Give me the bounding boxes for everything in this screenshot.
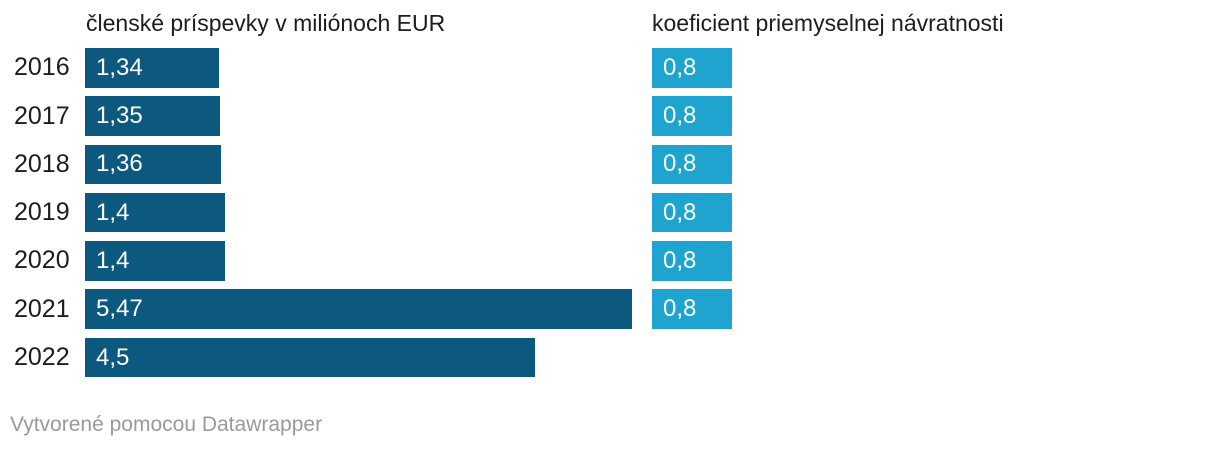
year-label: 2021	[14, 294, 70, 323]
contribution-bar: 1,36	[85, 144, 221, 185]
year-label: 2019	[14, 198, 70, 227]
year-label: 2017	[14, 101, 70, 130]
bar-value-label: 0,8	[663, 102, 697, 130]
year-label: 2020	[14, 246, 70, 275]
bar-value-label: 5,47	[96, 295, 143, 323]
bar-value-label: 0,8	[663, 150, 697, 178]
contribution-bar: 1,34	[85, 48, 219, 88]
year-label: 2016	[14, 53, 70, 82]
contribution-bar: 4,5	[85, 337, 535, 378]
bar-value-label: 1,4	[96, 198, 130, 226]
chart-row: 2020 1,4 0,8	[0, 241, 1220, 281]
year-label: 2022	[14, 343, 70, 372]
column-header-contributions: členské príspevky v miliónoch EUR	[86, 10, 446, 36]
datawrapper-attribution-link[interactable]: Vytvorené pomocou Datawrapper	[10, 413, 323, 436]
bar-value-label: 1,35	[96, 102, 143, 130]
chart-row: 2022 4,5	[0, 337, 1220, 378]
bar-value-label: 0,8	[663, 246, 697, 274]
chart-row: 2021 5,47 0,8	[0, 289, 1220, 329]
bar-value-label: 0,8	[663, 53, 697, 81]
coefficient-bar: 0,8	[652, 144, 732, 185]
bar-value-label: 0,8	[663, 198, 697, 226]
chart-row: 2018 1,36 0,8	[0, 144, 1220, 185]
coefficient-bar: 0,8	[652, 241, 732, 281]
chart-rows: 2016 1,34 0,8 2017 1,35 0,8 2018 1,36 0,8 2019 1,4…	[0, 48, 1220, 386]
coefficient-bar: 0,8	[652, 96, 732, 136]
bar-value-label: 1,34	[96, 53, 143, 81]
bar-value-label: 1,36	[96, 150, 143, 178]
coefficient-bar: 0,8	[652, 289, 732, 329]
contribution-bar: 1,35	[85, 96, 220, 136]
year-label: 2018	[14, 149, 70, 178]
column-header-coefficient: koeficient priemyselnej návratnosti	[652, 10, 1004, 36]
bar-value-label: 0,8	[663, 295, 697, 323]
chart-row: 2019 1,4 0,8	[0, 192, 1220, 233]
bar-value-label: 4,5	[96, 343, 130, 371]
coefficient-bar: 0,8	[652, 48, 732, 88]
chart-row: 2016 1,34 0,8	[0, 48, 1220, 88]
contribution-bar: 1,4	[85, 192, 225, 233]
bar-value-label: 1,4	[96, 246, 130, 274]
contribution-bar: 1,4	[85, 241, 225, 281]
coefficient-bar: 0,8	[652, 192, 732, 233]
contribution-bar: 5,47	[85, 289, 632, 329]
chart-row: 2017 1,35 0,8	[0, 96, 1220, 136]
